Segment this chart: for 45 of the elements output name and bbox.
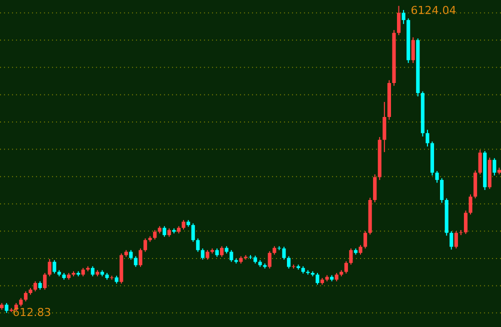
candlestick xyxy=(162,226,166,238)
annotation: 6124.04 xyxy=(410,4,456,17)
candlestick xyxy=(435,170,439,184)
candlestick xyxy=(282,246,286,260)
candlestick xyxy=(129,250,133,260)
candlestick xyxy=(478,149,482,175)
candlestick xyxy=(454,230,458,249)
candlestick xyxy=(52,260,56,274)
candlestick xyxy=(402,10,406,24)
candlestick xyxy=(344,260,348,274)
candlestick xyxy=(48,258,52,277)
candlestick xyxy=(373,174,377,203)
candlestick xyxy=(230,250,234,262)
candlestick xyxy=(426,129,430,148)
candlestick xyxy=(43,272,47,290)
candlestick xyxy=(33,280,38,292)
candlestick xyxy=(468,194,472,215)
candlestick xyxy=(492,158,496,176)
candlestick xyxy=(450,230,454,250)
annotation: 612.83 xyxy=(12,306,52,319)
candlestick xyxy=(474,170,478,199)
candlestick xyxy=(411,36,415,64)
candlestick xyxy=(153,230,157,240)
candlestick xyxy=(440,178,444,204)
candlestick xyxy=(220,246,224,258)
candlestick xyxy=(200,248,204,260)
candlestick xyxy=(363,230,368,249)
candlestick xyxy=(196,238,200,252)
candlestick xyxy=(464,210,468,234)
candlestick xyxy=(191,222,195,242)
candlestick xyxy=(358,244,362,256)
candlestick xyxy=(268,250,272,270)
candlestick xyxy=(316,272,320,286)
candlestick xyxy=(4,302,8,314)
candlestick xyxy=(134,256,138,268)
candlestick xyxy=(143,238,148,252)
candlestick xyxy=(396,5,401,36)
candlestick xyxy=(206,250,210,260)
candlestick xyxy=(182,220,186,230)
candlestick xyxy=(24,290,28,302)
candlestick xyxy=(138,248,142,268)
candlestick xyxy=(349,248,353,266)
candlestick xyxy=(382,101,386,153)
candlestick xyxy=(286,256,291,270)
candlestick xyxy=(90,266,94,277)
